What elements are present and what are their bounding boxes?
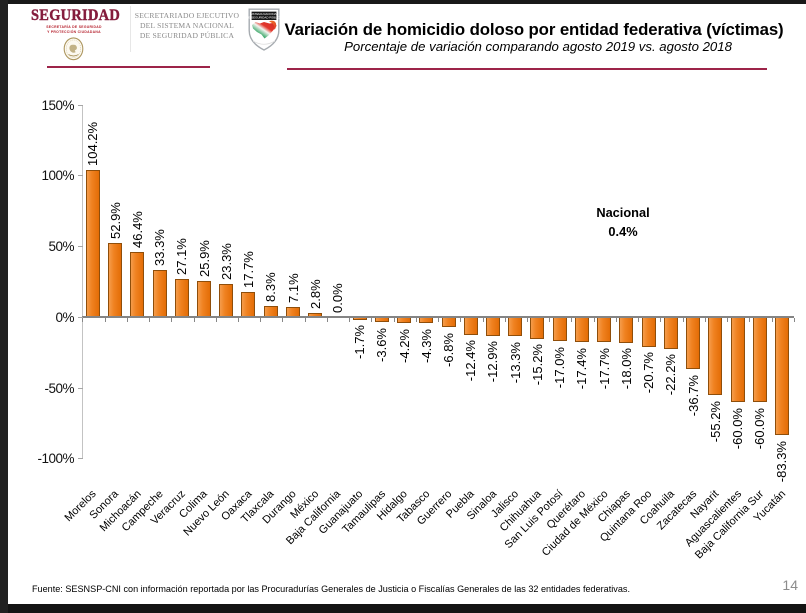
svg-text:DE SEGURIDAD PÚBLICA: DE SEGURIDAD PÚBLICA <box>247 16 281 20</box>
svg-text:SISTEMA NACIONAL: SISTEMA NACIONAL <box>250 12 279 16</box>
